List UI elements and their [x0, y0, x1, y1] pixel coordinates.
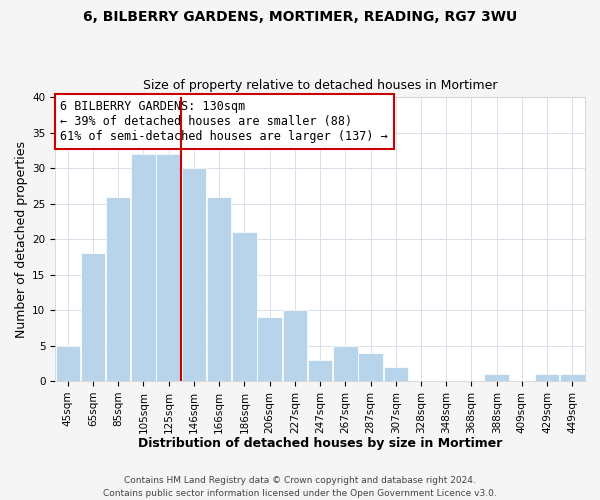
Text: 6, BILBERRY GARDENS, MORTIMER, READING, RG7 3WU: 6, BILBERRY GARDENS, MORTIMER, READING, … [83, 10, 517, 24]
Bar [182, 168, 206, 381]
Bar [333, 346, 358, 381]
Text: Contains HM Land Registry data © Crown copyright and database right 2024.
Contai: Contains HM Land Registry data © Crown c… [103, 476, 497, 498]
Bar [283, 310, 307, 381]
Bar [232, 232, 257, 381]
Bar [383, 367, 408, 381]
Bar [308, 360, 332, 381]
Bar [560, 374, 584, 381]
Y-axis label: Number of detached properties: Number of detached properties [15, 140, 28, 338]
X-axis label: Distribution of detached houses by size in Mortimer: Distribution of detached houses by size … [138, 437, 502, 450]
Title: Size of property relative to detached houses in Mortimer: Size of property relative to detached ho… [143, 79, 497, 92]
Bar [106, 196, 130, 381]
Bar [56, 346, 80, 381]
Bar [157, 154, 181, 381]
Bar [358, 352, 383, 381]
Bar [257, 317, 282, 381]
Bar [207, 196, 232, 381]
Bar [131, 154, 155, 381]
Bar [535, 374, 559, 381]
Bar [484, 374, 509, 381]
Bar [81, 254, 105, 381]
Text: 6 BILBERRY GARDENS: 130sqm
← 39% of detached houses are smaller (88)
61% of semi: 6 BILBERRY GARDENS: 130sqm ← 39% of deta… [61, 100, 388, 143]
